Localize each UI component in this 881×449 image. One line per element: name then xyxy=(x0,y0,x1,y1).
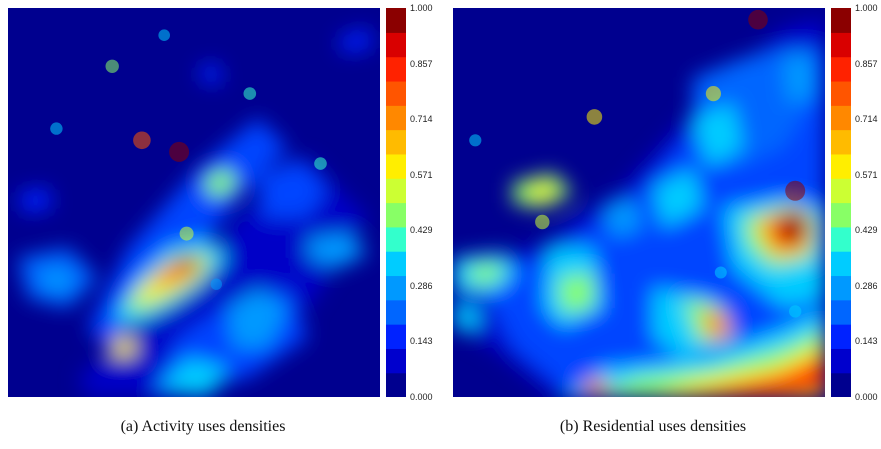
colorbar-level xyxy=(386,324,406,349)
colorbar-level xyxy=(386,153,406,179)
colorbar-level xyxy=(831,348,851,374)
heatmap-activity xyxy=(8,8,380,397)
heatmap-residential xyxy=(453,8,825,397)
colorbar-residential-tick: 0.143 xyxy=(855,336,878,347)
colorbar-level xyxy=(386,226,406,252)
colorbar-level xyxy=(386,32,406,58)
colorbar-residential-tick: 0.000 xyxy=(855,392,878,402)
colorbar-level xyxy=(386,80,406,106)
colorbar-activity-tick: 0.857 xyxy=(410,58,433,69)
colorbar-activity xyxy=(386,8,406,398)
colorbar-level xyxy=(831,129,851,155)
density-hotspot xyxy=(785,180,806,201)
heatmap-activity-svg xyxy=(8,8,380,397)
colorbar-residential-svg xyxy=(831,8,851,398)
density-hotspot xyxy=(748,9,768,30)
density-hotspot xyxy=(210,278,222,290)
colorbar-activity-tick: 1.000 xyxy=(410,3,433,13)
colorbar-level xyxy=(831,32,851,58)
colorbar-level xyxy=(386,202,406,228)
colorbar-level xyxy=(831,153,851,179)
colorbar-level xyxy=(386,275,406,301)
colorbar-level xyxy=(831,202,851,228)
density-hotspot xyxy=(535,214,550,230)
density-hotspot xyxy=(314,157,327,170)
colorbar-level xyxy=(386,56,406,82)
colorbar-residential xyxy=(831,8,851,398)
density-hotspot xyxy=(243,87,257,100)
density-hotspot xyxy=(469,134,482,147)
colorbar-level xyxy=(386,8,406,33)
density-hotspot xyxy=(50,122,63,135)
colorbar-activity-tick: 0.571 xyxy=(410,169,433,180)
colorbar-level xyxy=(831,251,851,277)
colorbar-level xyxy=(831,372,851,398)
colorbar-residential-tick: 0.286 xyxy=(855,280,878,291)
colorbar-level xyxy=(831,56,851,82)
density-hotspot xyxy=(789,305,802,318)
colorbar-activity-svg xyxy=(386,8,406,398)
colorbar-level xyxy=(386,348,406,374)
caption-activity: (a) Activity uses densities xyxy=(120,418,286,435)
density-hotspot xyxy=(586,109,603,125)
heatmap-activity-regions xyxy=(18,28,373,397)
colorbar-level xyxy=(831,80,851,106)
colorbar-residential-tick: 0.857 xyxy=(855,58,878,69)
density-hotspot xyxy=(158,29,170,41)
colorbar-residential-tick: 0.714 xyxy=(855,114,878,125)
colorbar-level xyxy=(386,299,406,325)
density-hotspot xyxy=(714,266,727,279)
colorbar-activity-tick: 0.000 xyxy=(410,392,433,402)
colorbar-activity-tick: 0.714 xyxy=(410,114,433,125)
colorbar-level xyxy=(386,178,406,204)
colorbar-activity-tick: 0.286 xyxy=(410,280,433,291)
colorbar-level xyxy=(386,129,406,155)
colorbar-residential-tick: 0.429 xyxy=(855,225,878,236)
colorbar-level xyxy=(831,226,851,252)
colorbar-level xyxy=(831,299,851,325)
colorbar-level xyxy=(831,105,851,131)
colorbar-level xyxy=(386,251,406,277)
density-hotspot xyxy=(705,86,721,102)
colorbar-level xyxy=(386,372,406,398)
density-hotspot xyxy=(105,59,119,73)
colorbar-residential-tick: 0.571 xyxy=(855,169,878,180)
colorbar-level xyxy=(386,105,406,131)
colorbar-level xyxy=(831,178,851,204)
caption-residential: (b) Residential uses densities xyxy=(559,418,747,435)
heatmap-residential-svg xyxy=(453,8,825,397)
colorbar-level xyxy=(831,275,851,301)
colorbar-activity-tick: 0.143 xyxy=(410,336,433,347)
colorbar-residential-tick: 1.000 xyxy=(855,3,878,13)
density-hotspot xyxy=(169,141,190,162)
density-hotspot xyxy=(179,226,194,241)
density-hotspot xyxy=(133,131,151,150)
colorbar-level xyxy=(831,324,851,349)
colorbar-level xyxy=(831,8,851,33)
colorbar-activity-tick: 0.429 xyxy=(410,225,433,236)
heatmap-residential-regions xyxy=(453,18,825,397)
